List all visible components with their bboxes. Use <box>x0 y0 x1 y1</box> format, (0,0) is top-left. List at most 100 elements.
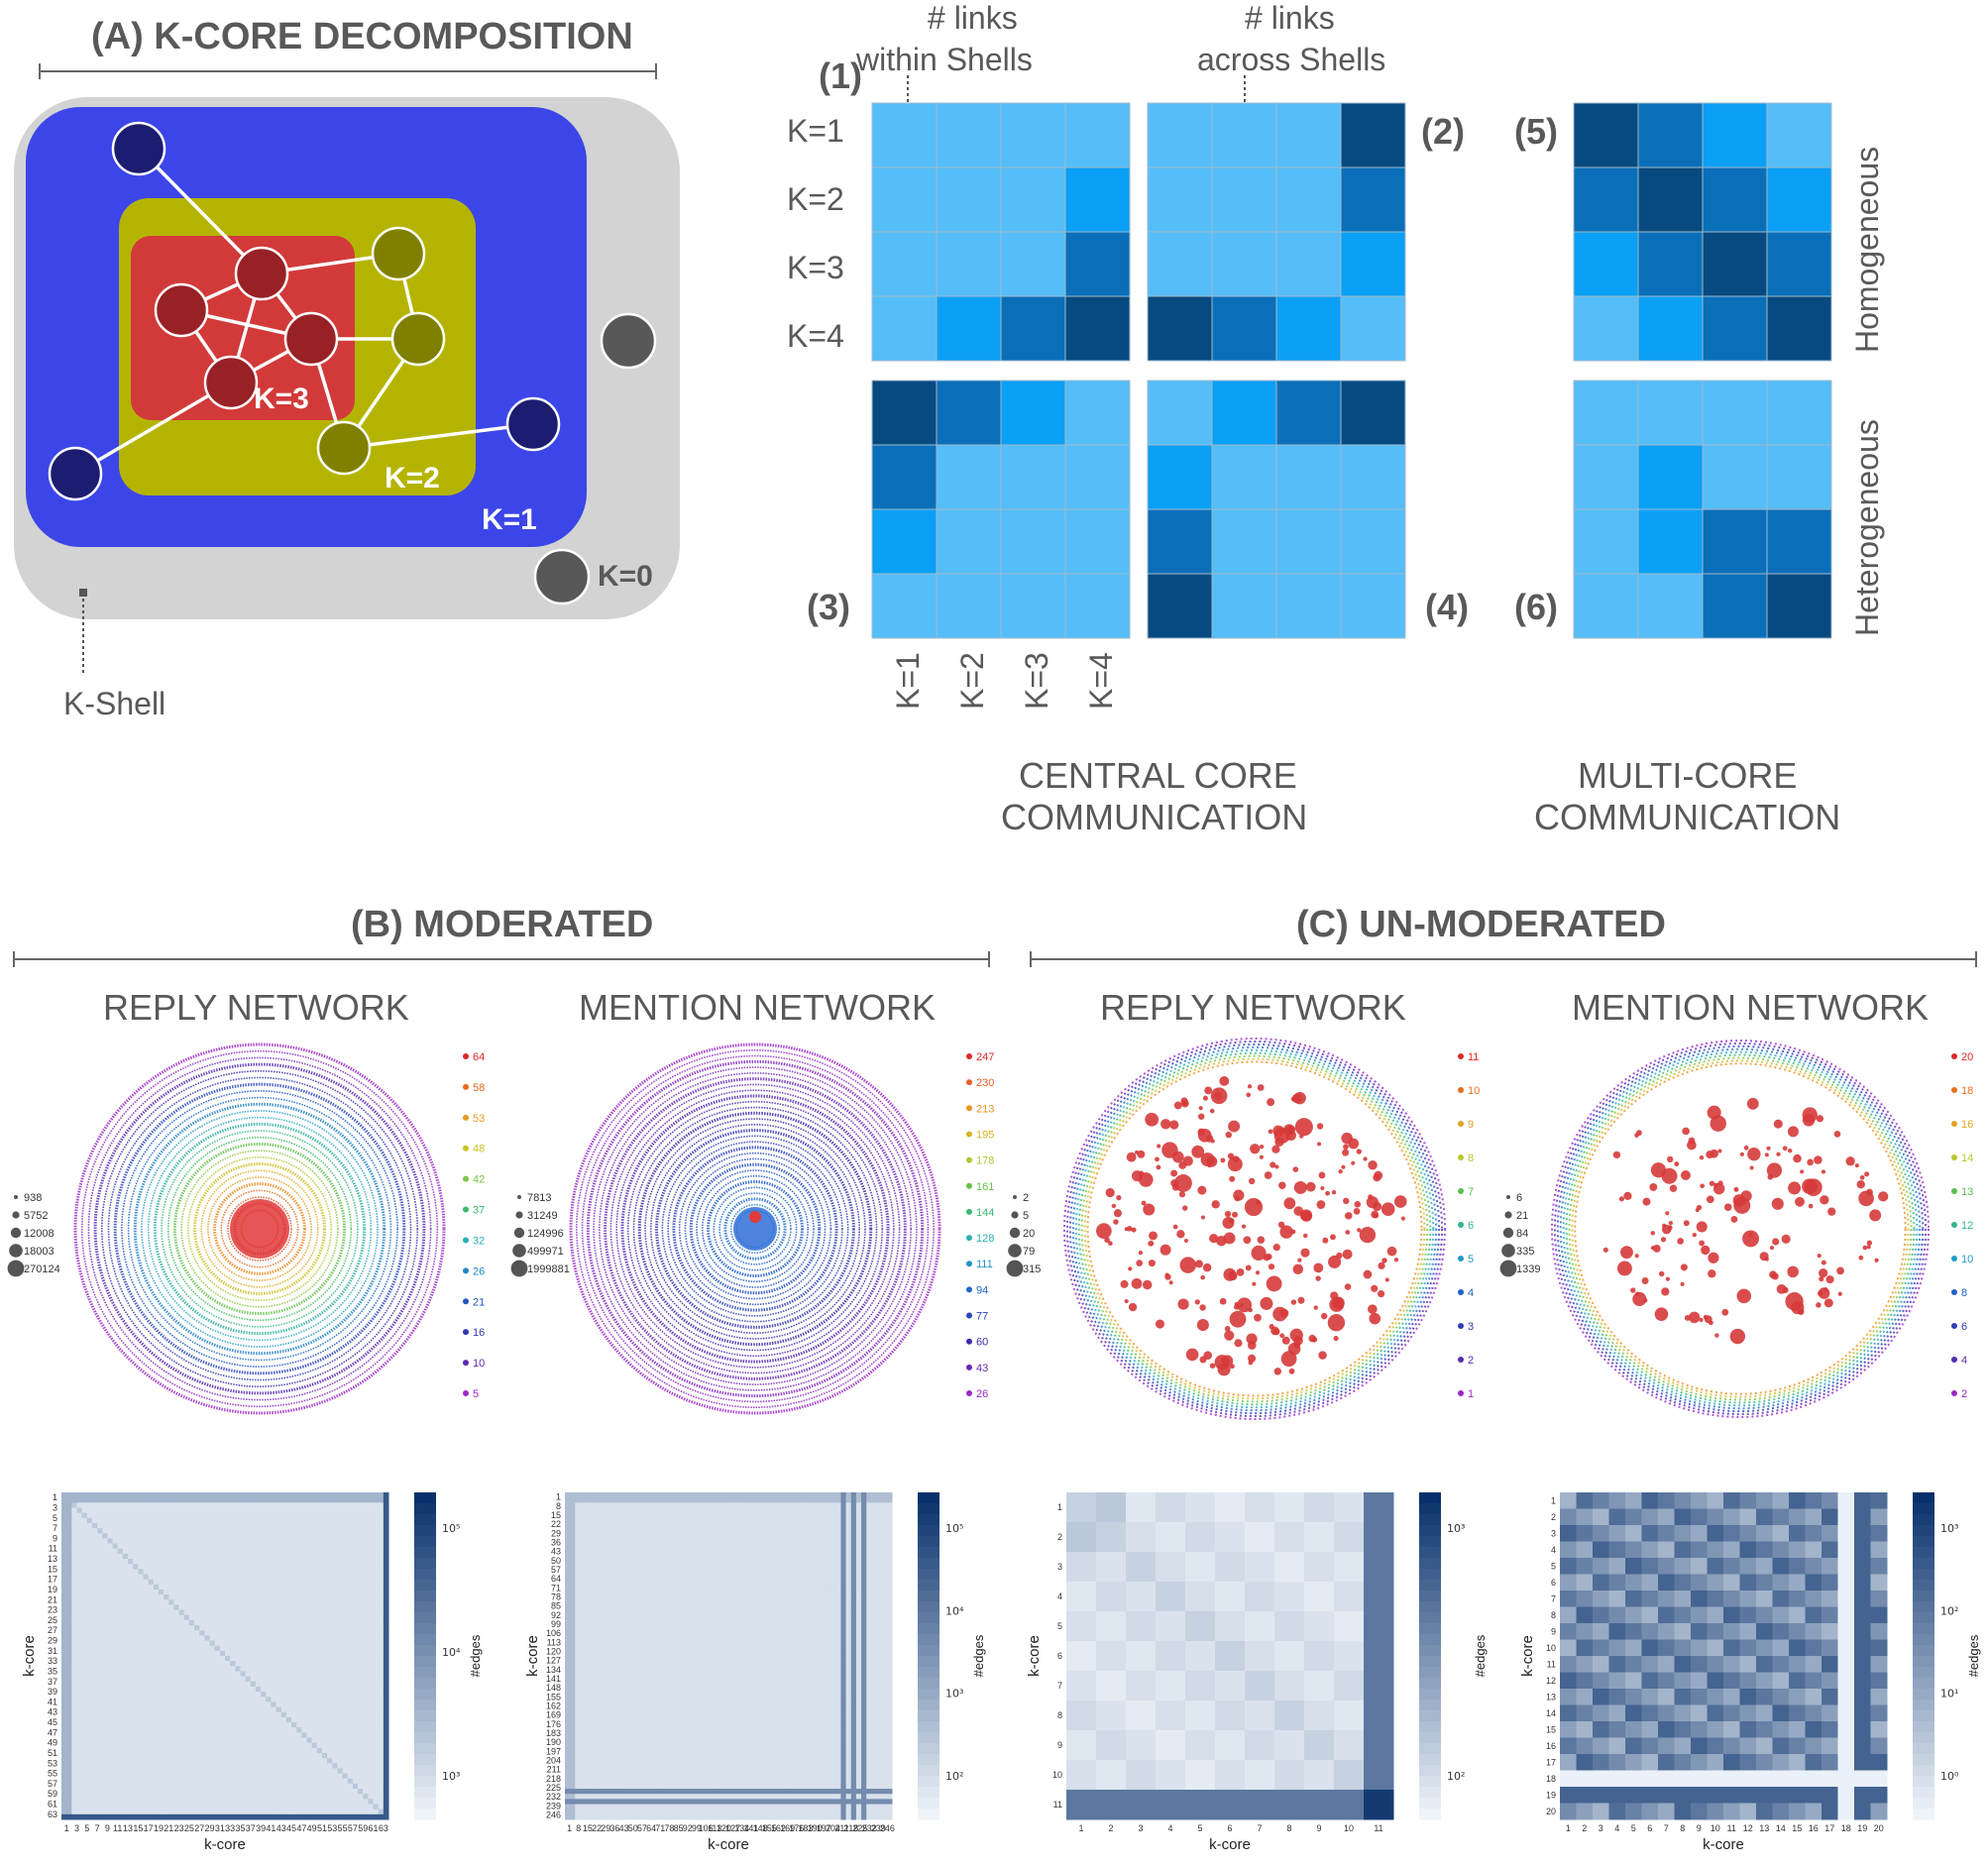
heatmap-cell <box>301 1579 307 1586</box>
heatmap-cell <box>337 1553 344 1560</box>
heatmap-cell <box>102 1599 108 1605</box>
heatmap-cell <box>316 1697 323 1702</box>
matrix-cell <box>1637 444 1704 510</box>
heatmap-cell <box>188 1666 195 1672</box>
heatmap-cell <box>133 1619 139 1626</box>
heatmap-cell <box>332 1650 338 1657</box>
heatmap-cell <box>383 1543 389 1550</box>
heatmap-cell <box>128 1732 134 1738</box>
heatmap-cell <box>164 1697 169 1702</box>
heatmap-cell <box>97 1758 103 1764</box>
heatmap-cell <box>122 1656 129 1662</box>
heatmap-cell <box>266 1589 272 1595</box>
heatmap-cell <box>373 1589 380 1595</box>
heatmap-cell <box>285 1809 292 1815</box>
color-scale-marker <box>463 1053 469 1059</box>
heatmap-cell <box>291 1625 297 1631</box>
heatmap-cell <box>91 1732 98 1738</box>
heatmap-cell <box>280 1804 287 1810</box>
heatmap-cell <box>306 1625 313 1631</box>
heatmap-cell <box>306 1497 313 1503</box>
heatmap-cell <box>183 1640 190 1647</box>
heatmap-cell <box>383 1763 389 1769</box>
heatmap-cell <box>285 1492 292 1498</box>
heatmap-cell <box>97 1666 103 1672</box>
heatmap-cell <box>358 1533 364 1539</box>
heatmap-cell <box>352 1763 359 1769</box>
heatmap-cell <box>296 1732 302 1738</box>
heatmap-cell <box>199 1507 205 1514</box>
heatmap-cell <box>122 1543 129 1550</box>
heatmap-cell <box>219 1512 226 1519</box>
heatmap-cell <box>368 1752 375 1759</box>
heatmap-cell <box>337 1752 344 1759</box>
heatmap-cell <box>194 1517 200 1524</box>
heatmap-cell <box>183 1804 190 1810</box>
core-node <box>1713 1182 1718 1188</box>
heatmap-cell <box>153 1522 160 1529</box>
heatmap-cell <box>209 1727 216 1733</box>
heatmap-cell <box>133 1517 139 1524</box>
heatmap-cell <box>97 1737 103 1744</box>
heatmap-cell <box>280 1742 287 1749</box>
heatmap-x-tick: 45 <box>286 1823 296 1833</box>
heatmap-cell <box>158 1564 165 1570</box>
heatmap-cell <box>255 1650 262 1657</box>
heatmap-cell <box>158 1543 165 1550</box>
heatmap-cell <box>271 1619 277 1626</box>
core-node <box>1332 1296 1345 1310</box>
heatmap-cell <box>183 1666 190 1672</box>
heatmap-cell <box>280 1599 287 1605</box>
matrix-m5 <box>1573 102 1832 362</box>
heatmap-cell <box>164 1589 169 1595</box>
heatmap-cell <box>352 1752 359 1759</box>
color-scale-label: 26 <box>976 1388 988 1400</box>
heatmap-cell <box>158 1512 165 1519</box>
heatmap-cell <box>66 1732 72 1738</box>
heatmap-cell <box>81 1650 88 1657</box>
heatmap-cell <box>117 1716 124 1723</box>
heatmap-cell <box>86 1548 93 1555</box>
heatmap-cell <box>76 1533 83 1539</box>
heatmap-cell <box>255 1609 262 1616</box>
heatmap-cell <box>347 1681 354 1688</box>
heatmap-cell <box>250 1732 257 1738</box>
heatmap-cell <box>168 1789 174 1795</box>
heatmap-cell <box>122 1522 129 1529</box>
heatmap-cell <box>61 1773 67 1780</box>
heatmap-cell <box>311 1742 318 1749</box>
heatmap-cell <box>378 1809 385 1815</box>
shell-ring <box>678 1152 832 1306</box>
heatmap-cell <box>296 1747 302 1754</box>
heatmap-cell <box>138 1666 144 1672</box>
heatmap-cell <box>373 1722 380 1728</box>
heatmap-cell <box>285 1528 292 1534</box>
heatmap-cell <box>86 1609 93 1616</box>
heatmap-cell <box>61 1579 67 1586</box>
heatmap-cell <box>266 1548 272 1555</box>
heatmap-cell <box>148 1502 155 1508</box>
heatmap-cell <box>214 1533 221 1539</box>
heatmap-cell <box>291 1732 297 1738</box>
heatmap-cell <box>245 1722 252 1728</box>
heatmap-cell <box>194 1804 200 1810</box>
heatmap-cell <box>76 1569 83 1575</box>
heatmap-cell <box>368 1804 375 1810</box>
heatmap-cell <box>173 1569 180 1575</box>
heatmap-cell <box>225 1559 231 1565</box>
heatmap-cell <box>306 1574 313 1581</box>
heatmap-cell <box>183 1630 190 1636</box>
heatmap-cell <box>378 1752 385 1759</box>
core-node <box>1618 1196 1624 1202</box>
heatmap-cell <box>128 1722 134 1728</box>
heatmap-cell <box>178 1692 185 1698</box>
heatmap-cell <box>61 1512 67 1519</box>
heatmap-cell <box>255 1773 262 1780</box>
heatmap-cell <box>122 1768 129 1775</box>
color-scale-marker <box>463 1329 469 1336</box>
heatmap-cell <box>97 1553 103 1560</box>
heatmap-cell <box>112 1614 119 1621</box>
heatmap-cell <box>235 1768 241 1775</box>
heatmap-cell <box>261 1768 267 1775</box>
heatmap-cell <box>347 1676 354 1683</box>
